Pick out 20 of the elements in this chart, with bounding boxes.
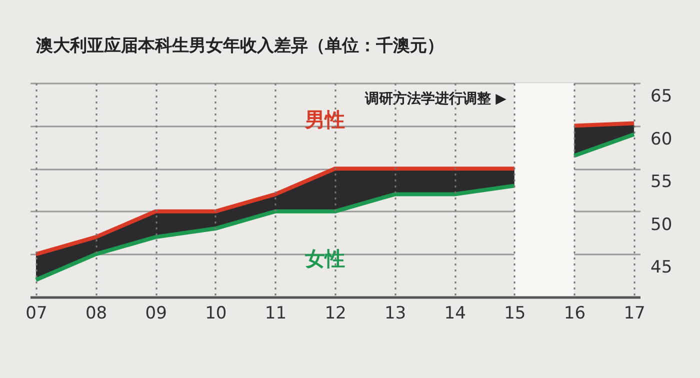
series-label: 女性 bbox=[304, 246, 345, 270]
x-tick-label: 10 bbox=[205, 304, 227, 324]
y-tick-label: 45 bbox=[650, 258, 672, 278]
x-tick-label: 17 bbox=[624, 304, 646, 324]
y-tick-label: 60 bbox=[650, 129, 672, 150]
x-tick-label: 13 bbox=[384, 304, 406, 324]
y-tick-label: 50 bbox=[650, 214, 672, 235]
chart-title: 澳大利亚应届本科生男女年收入差异（单位：千澳元） bbox=[35, 36, 444, 56]
x-tick-label: 08 bbox=[85, 304, 108, 324]
x-tick-label: 16 bbox=[564, 304, 586, 324]
y-tick-label: 55 bbox=[650, 172, 672, 192]
x-tick-label: 14 bbox=[444, 304, 466, 324]
x-tick-label: 15 bbox=[504, 304, 526, 324]
x-tick-label: 12 bbox=[324, 304, 346, 324]
x-tick-label: 07 bbox=[26, 304, 48, 324]
y-tick-label: 65 bbox=[650, 86, 672, 106]
x-tick-label: 09 bbox=[145, 304, 167, 324]
x-tick-label: 11 bbox=[264, 304, 287, 324]
band-label: 调研方法学进行调整 ▶ bbox=[364, 90, 507, 107]
series-label: 男性 bbox=[304, 108, 345, 132]
